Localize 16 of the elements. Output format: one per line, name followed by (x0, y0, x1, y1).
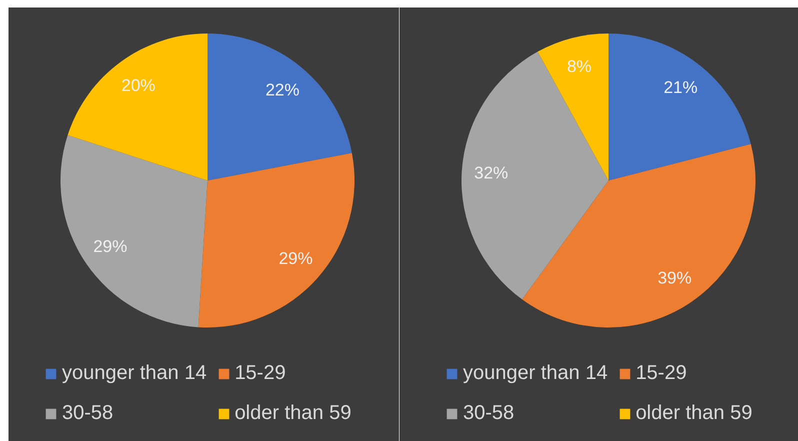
legend-label: 30-58 (463, 400, 514, 426)
legend-label: older than 59 (636, 400, 752, 426)
legend-label: younger than 14 (62, 360, 207, 386)
legend-label: older than 59 (234, 400, 352, 426)
legend-label: 30-58 (62, 400, 114, 426)
data-label: 39% (658, 268, 692, 288)
data-label: 8% (566, 57, 592, 76)
data-label: 32% (474, 164, 508, 183)
data-label: 22% (265, 80, 300, 100)
data-label: 29% (93, 237, 128, 256)
data-label: 21% (664, 78, 698, 98)
legend-label: 15-29 (636, 360, 687, 386)
data-label: 20% (121, 76, 156, 95)
data-label: 29% (278, 248, 313, 268)
legend-label: younger than 14 (463, 360, 608, 386)
legend-label: 15-29 (234, 360, 286, 386)
